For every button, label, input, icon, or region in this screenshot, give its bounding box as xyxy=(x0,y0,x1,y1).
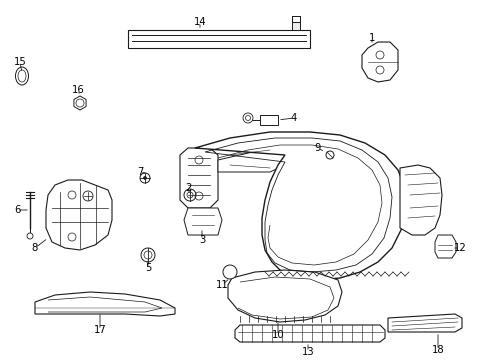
Polygon shape xyxy=(218,148,285,172)
Text: 8: 8 xyxy=(32,243,38,253)
Text: 11: 11 xyxy=(215,280,228,290)
Polygon shape xyxy=(387,314,461,332)
Polygon shape xyxy=(74,96,86,110)
Circle shape xyxy=(223,265,237,279)
Text: 17: 17 xyxy=(93,325,106,335)
Text: 14: 14 xyxy=(193,17,206,27)
Polygon shape xyxy=(291,22,299,30)
Circle shape xyxy=(183,189,196,201)
Ellipse shape xyxy=(16,67,28,85)
Polygon shape xyxy=(46,180,112,250)
Polygon shape xyxy=(434,235,455,258)
Text: 2: 2 xyxy=(184,183,191,193)
Polygon shape xyxy=(227,270,341,322)
Circle shape xyxy=(141,248,155,262)
Text: 16: 16 xyxy=(71,85,84,95)
Text: 1: 1 xyxy=(368,33,374,43)
Text: 3: 3 xyxy=(199,235,204,245)
Polygon shape xyxy=(260,115,278,125)
Circle shape xyxy=(243,113,252,123)
Polygon shape xyxy=(361,42,397,82)
Polygon shape xyxy=(128,30,309,48)
Text: 6: 6 xyxy=(14,205,20,215)
Polygon shape xyxy=(399,165,441,235)
Text: 18: 18 xyxy=(431,345,444,355)
Polygon shape xyxy=(183,208,222,235)
Text: 7: 7 xyxy=(137,167,143,177)
Text: 15: 15 xyxy=(14,57,26,67)
Polygon shape xyxy=(235,325,384,342)
Text: 10: 10 xyxy=(271,330,284,340)
Text: 9: 9 xyxy=(314,143,321,153)
Text: 12: 12 xyxy=(453,243,466,253)
Polygon shape xyxy=(180,148,218,208)
Circle shape xyxy=(83,191,93,201)
Circle shape xyxy=(143,176,146,180)
Polygon shape xyxy=(195,132,405,280)
Circle shape xyxy=(325,151,333,159)
Polygon shape xyxy=(35,292,175,316)
Circle shape xyxy=(27,233,33,239)
Circle shape xyxy=(140,173,150,183)
Text: 4: 4 xyxy=(290,113,297,123)
Text: 5: 5 xyxy=(144,263,151,273)
Text: 13: 13 xyxy=(301,347,314,357)
